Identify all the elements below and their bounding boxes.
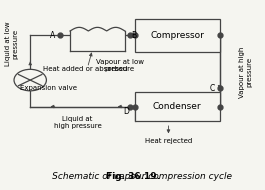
Bar <box>70 28 125 51</box>
Text: Condenser: Condenser <box>153 102 201 111</box>
Text: B: B <box>131 31 136 40</box>
Text: Fig. 36.19.: Fig. 36.19. <box>105 173 160 181</box>
Text: Vapour at low
pressure: Vapour at low pressure <box>96 59 144 72</box>
Text: A: A <box>50 31 55 40</box>
Circle shape <box>14 69 46 91</box>
Bar <box>135 19 219 52</box>
Text: C: C <box>209 84 215 93</box>
Text: Expansion valve: Expansion valve <box>20 85 77 91</box>
Text: Heat rejected: Heat rejected <box>145 138 192 144</box>
Text: Schematic of vapour compression cycle: Schematic of vapour compression cycle <box>33 173 232 181</box>
Bar <box>135 92 219 121</box>
Text: Heat added or absorbed: Heat added or absorbed <box>43 66 127 71</box>
Text: Vapour at high
pressure: Vapour at high pressure <box>239 46 252 97</box>
Text: Liquid at
high pressure: Liquid at high pressure <box>54 116 101 129</box>
Text: D: D <box>123 107 129 116</box>
Text: Compressor: Compressor <box>150 31 204 40</box>
Text: Liquid at low
pressure: Liquid at low pressure <box>5 21 18 66</box>
